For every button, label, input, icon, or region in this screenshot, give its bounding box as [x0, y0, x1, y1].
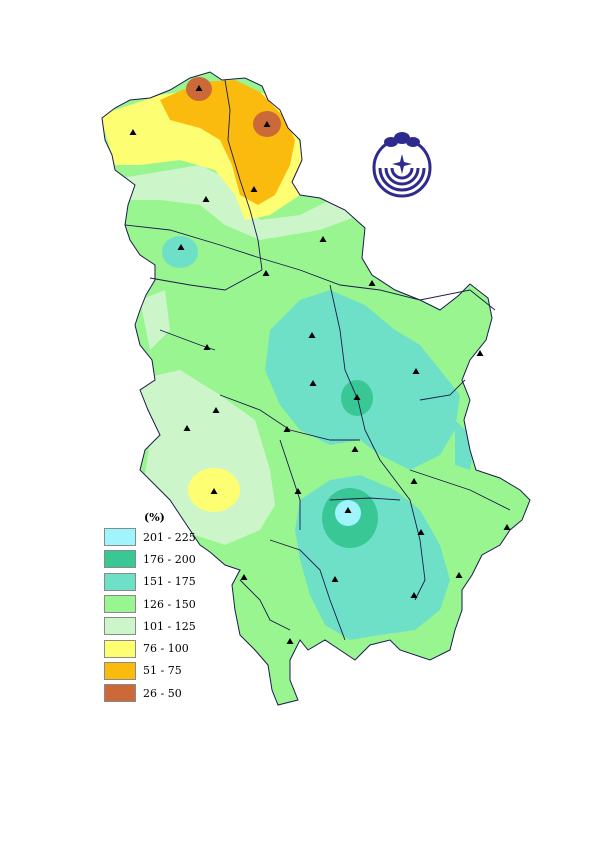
- river-danube: [124, 224, 496, 311]
- legend-item: 101 - 125: [104, 615, 224, 637]
- legend-item: 176 - 200: [104, 548, 224, 570]
- zone-51-75-north: [160, 80, 295, 205]
- river-sitnica: [239, 579, 291, 631]
- station-marker: [202, 196, 210, 202]
- rivers: [124, 79, 511, 641]
- legend-swatch: [104, 639, 136, 658]
- zone-151-175-west-spot: [162, 236, 198, 268]
- logo-ring-2: [378, 167, 426, 192]
- logo-cloud-top: [394, 132, 410, 144]
- logo-compass-star: [392, 154, 412, 174]
- map-legend: (%) 201 - 225 176 - 200 151 - 175 126 - 150…: [104, 510, 224, 704]
- legend-label: 176 - 200: [143, 552, 196, 566]
- river-kolubara: [159, 329, 216, 351]
- station-marker: [195, 85, 203, 91]
- legend-label: 51 - 75: [143, 664, 182, 678]
- legend-swatch: [104, 528, 136, 547]
- legend-swatch: [104, 572, 136, 591]
- station-marker: [308, 332, 316, 338]
- station-marker: [263, 121, 271, 127]
- logo-cloud-right: [406, 137, 420, 147]
- zone-101-125-nw: [140, 290, 170, 350]
- station-marker: [203, 344, 211, 350]
- legend-label: 26 - 50: [143, 686, 182, 700]
- station-marker: [319, 236, 327, 242]
- river-morava: [329, 284, 426, 601]
- river-ibar: [279, 439, 301, 530]
- legend-item: 51 - 75: [104, 660, 224, 682]
- river-tisa: [224, 79, 263, 271]
- legend-swatch: [104, 595, 136, 614]
- station-marker: [212, 407, 220, 413]
- station-marker: [410, 592, 418, 598]
- river-south: [269, 539, 346, 641]
- station-marker: [294, 488, 302, 494]
- legend-title: (%): [144, 511, 165, 524]
- legend-swatch: [104, 661, 136, 680]
- logo-cloud-left: [384, 137, 398, 147]
- river-nisava: [409, 469, 511, 511]
- legend-label: 201 - 225: [143, 530, 196, 544]
- station-marker: [503, 524, 511, 530]
- legend-item: 151 - 175: [104, 571, 224, 593]
- station-marker: [286, 638, 294, 644]
- legend-item: 26 - 50: [104, 682, 224, 704]
- legend-label: 126 - 150: [143, 597, 196, 611]
- legend-item: 126 - 150: [104, 593, 224, 615]
- zone-151-175-east: [455, 420, 475, 470]
- station-marker: [331, 576, 339, 582]
- station-marker: [283, 426, 291, 432]
- legend-item: 201 - 225: [104, 526, 224, 548]
- legend-swatch: [104, 617, 136, 636]
- station-marker: [476, 350, 484, 356]
- river-sava: [149, 269, 263, 291]
- legend-label: 76 - 100: [143, 642, 189, 656]
- station-marker: [455, 572, 463, 578]
- institution-logo: [372, 132, 432, 198]
- zone-101-125-north: [110, 165, 360, 240]
- station-marker: [344, 507, 352, 513]
- station-markers: [129, 85, 511, 644]
- legend-label: 101 - 125: [143, 619, 196, 633]
- station-marker: [250, 186, 258, 192]
- legend-item: 76 - 100: [104, 637, 224, 659]
- legend-swatch: [104, 684, 136, 703]
- river-toplica: [329, 497, 401, 501]
- station-marker: [351, 446, 359, 452]
- logo-ring-inner: [390, 167, 414, 180]
- station-marker: [417, 529, 425, 535]
- legend-swatch: [104, 550, 136, 569]
- river-timok: [419, 379, 466, 401]
- station-marker: [129, 129, 137, 135]
- station-marker: [412, 368, 420, 374]
- station-marker: [353, 394, 361, 400]
- station-marker: [210, 488, 218, 494]
- station-marker: [410, 478, 418, 484]
- logo-ring-3: [384, 167, 420, 186]
- legend-items: 201 - 225 176 - 200 151 - 175 126 - 150 101 …: [104, 526, 224, 704]
- station-marker: [240, 574, 248, 580]
- station-marker: [183, 425, 191, 431]
- station-marker: [309, 380, 317, 386]
- station-marker: [368, 280, 376, 286]
- station-marker: [262, 270, 270, 276]
- logo-ring-outer: [372, 167, 432, 198]
- legend-label: 151 - 175: [143, 575, 196, 589]
- station-marker: [177, 244, 185, 250]
- river-zapadna-morava: [219, 394, 360, 441]
